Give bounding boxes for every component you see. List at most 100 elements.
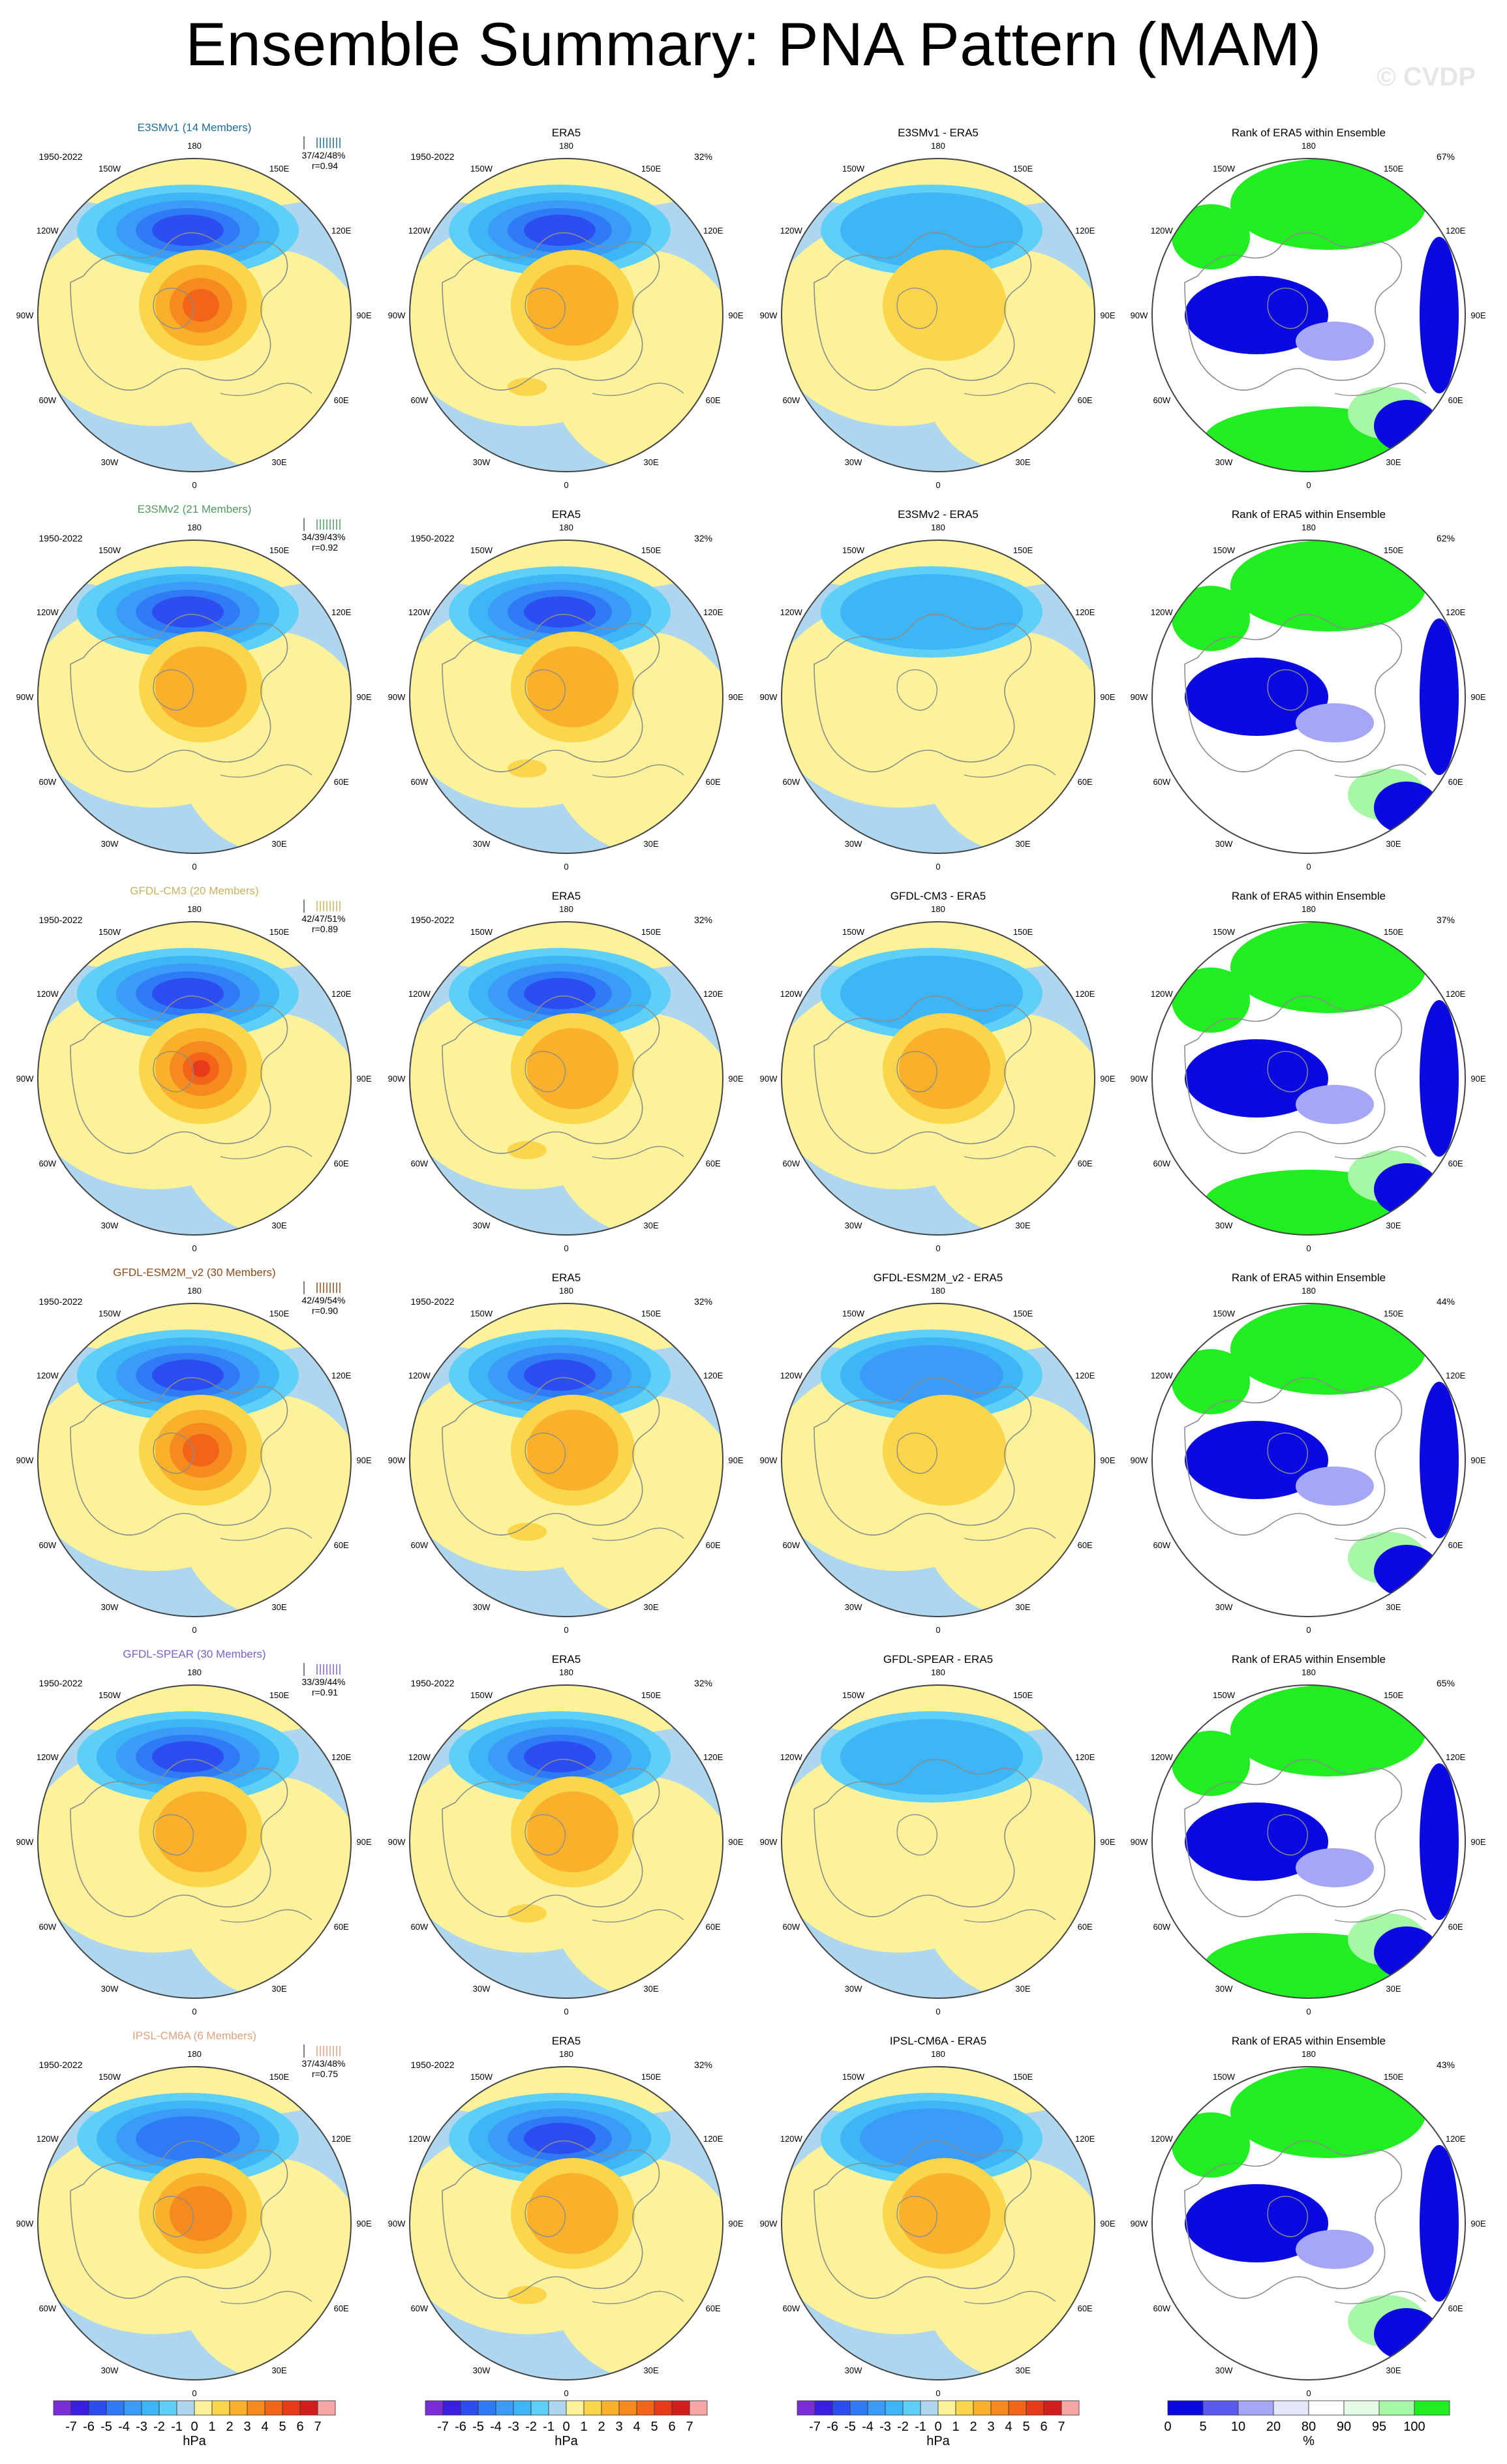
positive-center: [155, 646, 247, 727]
longitude-label: 30E: [271, 1602, 286, 1612]
colorbar-tick-label: 6: [1040, 2420, 1047, 2434]
colorbar-tick-label: -7: [437, 2420, 449, 2434]
colorbar-tick-label: 7: [1058, 2420, 1065, 2434]
longitude-label: 90W: [388, 311, 406, 320]
longitude-label: 90E: [1470, 311, 1485, 320]
colorbar-tick-label: -2: [525, 2420, 537, 2434]
longitude-label: 90W: [760, 1837, 778, 1847]
map-frame: [37, 2066, 352, 2380]
rank-high-region: [1230, 1685, 1426, 1776]
colorbar-tick-label: -6: [827, 2420, 838, 2434]
positive-region: [410, 1303, 723, 1356]
difference-title: GFDL-SPEAR - ERA5: [883, 1653, 993, 1665]
longitude-label: 60W: [1153, 395, 1170, 405]
colorbar-swatch: [832, 2400, 851, 2416]
map-field: [782, 922, 1095, 1235]
colorbar-tick-label: 6: [668, 2420, 675, 2434]
colorbar-swatch: [53, 2400, 72, 2416]
longitude-label: 150W: [99, 2072, 121, 2082]
pct-variance-label: 37/43/48%: [302, 2058, 346, 2069]
longitude-label: 90E: [356, 1455, 371, 1465]
longitude-label: 30E: [643, 1221, 658, 1230]
longitude-label: 90W: [388, 1455, 406, 1465]
longitude-label: 30W: [845, 1221, 862, 1230]
longitude-label: 90E: [356, 311, 371, 320]
pct-variance-label: 37/42/48%: [302, 150, 346, 160]
longitude-label: 30E: [1015, 1602, 1030, 1612]
coastline: [592, 1909, 684, 1923]
coastline: [814, 995, 1032, 1154]
longitude-label: 120E: [703, 2134, 723, 2144]
colorbar-swatch: [990, 2400, 1009, 2416]
coastline: [964, 764, 1056, 778]
longitude-label: 90W: [760, 692, 778, 702]
longitude-label: 30E: [271, 1984, 286, 1994]
longitude-label: 180: [931, 523, 945, 532]
model-title: GFDL-CM3 (20 Members): [130, 885, 258, 897]
coastline: [964, 382, 1056, 396]
positive-center: [527, 1410, 618, 1491]
positive-center: [527, 646, 618, 727]
longitude-label: 30E: [643, 1984, 658, 1994]
negative-center: [152, 215, 224, 246]
longitude-label: 120E: [331, 1371, 352, 1380]
colorbar-tick-label: 5: [1199, 2420, 1206, 2434]
colorbar-swatch: [814, 2400, 833, 2416]
longitude-label: 120W: [1151, 2134, 1174, 2144]
positive-region: [38, 2067, 351, 2119]
colorbar-swatch: [548, 2400, 567, 2416]
coastline: [1184, 2140, 1403, 2299]
colorbar-swatch: [1026, 2400, 1044, 2416]
coastline: [220, 1146, 312, 1159]
positive-region: [38, 1303, 351, 1356]
longitude-label: 30E: [1015, 2365, 1030, 2375]
longitude-label: 60E: [334, 395, 349, 405]
longitude-label: 120E: [703, 226, 723, 236]
positive-center: [183, 289, 219, 322]
longitude-label: 150E: [1013, 1690, 1033, 1700]
colorbar-tick-label: 5: [1022, 2420, 1029, 2434]
colorbar-tick-label: -3: [879, 2420, 891, 2434]
longitude-label: 150W: [470, 1690, 493, 1700]
colorbar-swatch: [867, 2400, 886, 2416]
longitude-label: 60W: [1153, 1159, 1170, 1168]
map-frame: [1151, 540, 1466, 854]
colorbar-swatch: [618, 2400, 637, 2416]
map-frame: [1151, 1684, 1466, 1999]
longitude-label: 120E: [1075, 226, 1095, 236]
longitude-label: 150W: [99, 545, 121, 555]
longitude-label: 60W: [38, 395, 56, 405]
map-field: [410, 1303, 723, 1617]
colorbar-tick-label: 1: [208, 2420, 215, 2434]
model-mean-panel: GFDL-CM3 (20 Members) 1950-2022 42/47/51%r…: [16, 885, 372, 1253]
coastline: [70, 232, 288, 391]
longitude-label: 60E: [1448, 1159, 1463, 1168]
positive-center: [155, 1791, 247, 1872]
coastline: [1334, 382, 1427, 396]
difference-panel: GFDL-ESM2M_v2 - ERA5 180 150E 120E 90E 60E 30E…: [760, 1271, 1116, 1635]
longitude-label: 150E: [641, 1690, 662, 1700]
map-frame: [1151, 2066, 1466, 2380]
model-mean-panel: GFDL-SPEAR (30 Members) 1950-2022 33/39/44…: [16, 1648, 372, 2016]
obs-panel: ERA5 1950-2022 32% 180 150E 120E 90E 60E 30E 0 30W…: [388, 1653, 744, 2016]
colorbar-tick-label: -4: [862, 2420, 874, 2434]
longitude-label: 0: [564, 862, 568, 872]
colorbar-swatch: [70, 2400, 89, 2416]
longitude-label: 90W: [1131, 1455, 1148, 1465]
longitude-label: 90E: [356, 1074, 371, 1084]
model-title: E3SMv1 (14 Members): [138, 121, 252, 134]
negative-center: [152, 1741, 224, 1772]
map-field: [1152, 1303, 1465, 1617]
colorbar-tick-label: 20: [1266, 2420, 1281, 2434]
colorbar-swatch: [141, 2400, 160, 2416]
negative-center: [840, 956, 1023, 1031]
rank-low-region: [1374, 1926, 1439, 1979]
colorbar-tick-label: 100: [1403, 2420, 1425, 2434]
longitude-label: 30E: [1386, 1602, 1401, 1612]
longitude-label: 30E: [1386, 1221, 1401, 1230]
longitude-label: 0: [936, 2007, 940, 2016]
obs-title: ERA5: [552, 508, 581, 521]
longitude-label: 90E: [1470, 1455, 1485, 1465]
obs-title: ERA5: [552, 2035, 581, 2047]
rank-pct-label: 37%: [1437, 915, 1455, 925]
